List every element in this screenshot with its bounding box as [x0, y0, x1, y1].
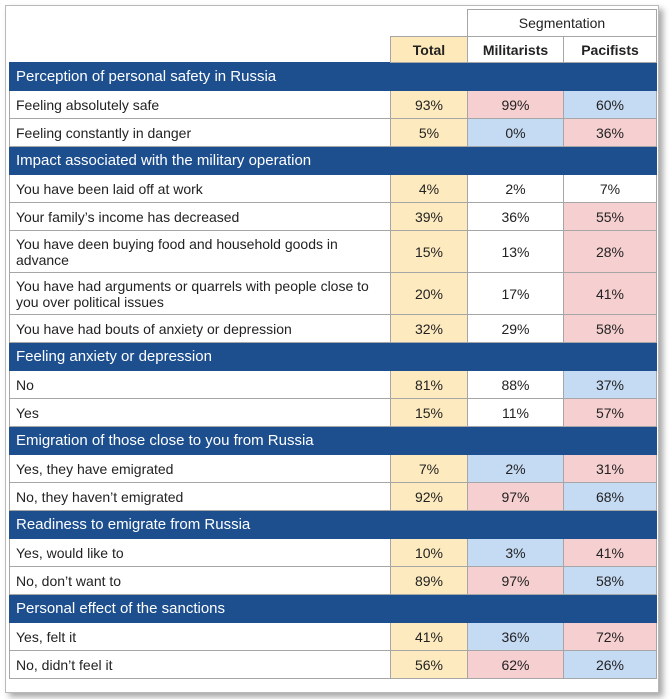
- total-cell: 20%: [391, 273, 468, 315]
- pacifists-cell: 58%: [564, 567, 657, 595]
- militarists-cell: 88%: [468, 371, 564, 399]
- militarists-cell: 13%: [468, 231, 564, 273]
- total-cell: 92%: [391, 483, 468, 511]
- survey-table: Segmentation Total Militarists Pacifists…: [9, 9, 657, 679]
- pacifists-cell: 28%: [564, 231, 657, 273]
- table-row: No, they haven’t emigrated 92% 97% 68%: [10, 483, 657, 511]
- militarists-cell: 0%: [468, 119, 564, 147]
- row-label: No: [10, 371, 391, 399]
- section-header-row: Emigration of those close to you from Ru…: [10, 427, 657, 455]
- militarists-cell: 97%: [468, 483, 564, 511]
- pacifists-cell: 7%: [564, 175, 657, 203]
- table-row: Feeling absolutely safe 93% 99% 60%: [10, 91, 657, 119]
- row-label: No, they haven’t emigrated: [10, 483, 391, 511]
- section-title: Readiness to emigrate from Russia: [10, 511, 657, 539]
- total-cell: 7%: [391, 455, 468, 483]
- pacifists-cell: 55%: [564, 203, 657, 231]
- table-row: Yes, felt it 41% 36% 72%: [10, 623, 657, 651]
- section-title: Personal effect of the sanctions: [10, 595, 657, 623]
- row-label: Yes, would like to: [10, 539, 391, 567]
- section-title: Impact associated with the military oper…: [10, 147, 657, 175]
- pacifists-cell: 36%: [564, 119, 657, 147]
- row-label: No, don’t want to: [10, 567, 391, 595]
- pacifists-cell: 31%: [564, 455, 657, 483]
- table-row: Yes, would like to 10% 3% 41%: [10, 539, 657, 567]
- total-cell: 5%: [391, 119, 468, 147]
- militarists-cell: 36%: [468, 203, 564, 231]
- section-title: Emigration of those close to you from Ru…: [10, 427, 657, 455]
- total-cell: 81%: [391, 371, 468, 399]
- row-label: You have had bouts of anxiety or depress…: [10, 315, 391, 343]
- pacifists-cell: 57%: [564, 399, 657, 427]
- section-header-row: Impact associated with the military oper…: [10, 147, 657, 175]
- militarists-cell: 3%: [468, 539, 564, 567]
- militarists-cell: 11%: [468, 399, 564, 427]
- pacifists-cell: 72%: [564, 623, 657, 651]
- section-header-row: Feeling anxiety or depression: [10, 343, 657, 371]
- table-row: No, didn’t feel it 56% 62% 26%: [10, 651, 657, 679]
- row-label: Yes, they have emigrated: [10, 455, 391, 483]
- pacifists-cell: 26%: [564, 651, 657, 679]
- militarists-cell: 36%: [468, 623, 564, 651]
- header-label-spacer: [10, 37, 391, 63]
- total-cell: 32%: [391, 315, 468, 343]
- row-label: Your family’s income has decreased: [10, 203, 391, 231]
- row-label: Yes: [10, 399, 391, 427]
- table-row: Your family’s income has decreased 39% 36%…: [10, 203, 657, 231]
- row-label: Feeling absolutely safe: [10, 91, 391, 119]
- total-column-header: Total: [391, 37, 468, 63]
- total-cell: 15%: [391, 399, 468, 427]
- militarists-cell: 99%: [468, 91, 564, 119]
- militarists-cell: 2%: [468, 175, 564, 203]
- table-row: You have had arguments or quarrels with …: [10, 273, 657, 315]
- militarists-cell: 17%: [468, 273, 564, 315]
- segmentation-header: Segmentation: [468, 10, 657, 37]
- pacifists-cell: 37%: [564, 371, 657, 399]
- total-cell: 4%: [391, 175, 468, 203]
- pacifists-cell: 41%: [564, 539, 657, 567]
- total-cell: 39%: [391, 203, 468, 231]
- section-header-row: Perception of personal safety in Russia: [10, 63, 657, 91]
- militarists-column-header: Militarists: [468, 37, 564, 63]
- table-row: Yes 15% 11% 57%: [10, 399, 657, 427]
- row-label: Yes, felt it: [10, 623, 391, 651]
- row-label: Feeling constantly in danger: [10, 119, 391, 147]
- pacifists-cell: 41%: [564, 273, 657, 315]
- section-header-row: Readiness to emigrate from Russia: [10, 511, 657, 539]
- table-row: No, don’t want to 89% 97% 58%: [10, 567, 657, 595]
- section-header-row: Personal effect of the sanctions: [10, 595, 657, 623]
- section-title: Perception of personal safety in Russia: [10, 63, 657, 91]
- pacifists-cell: 60%: [564, 91, 657, 119]
- total-cell: 15%: [391, 231, 468, 273]
- header-spacer: [10, 10, 468, 37]
- table-row: Yes, they have emigrated 7% 2% 31%: [10, 455, 657, 483]
- table-row: No 81% 88% 37%: [10, 371, 657, 399]
- row-label: You have had arguments or quarrels with …: [10, 273, 391, 315]
- militarists-cell: 62%: [468, 651, 564, 679]
- pacifists-column-header: Pacifists: [564, 37, 657, 63]
- pacifists-cell: 58%: [564, 315, 657, 343]
- total-cell: 41%: [391, 623, 468, 651]
- row-label: You have deen buying food and household …: [10, 231, 391, 273]
- total-cell: 93%: [391, 91, 468, 119]
- total-cell: 56%: [391, 651, 468, 679]
- table-row: Feeling constantly in danger 5% 0% 36%: [10, 119, 657, 147]
- table-row: You have been laid off at work 4% 2% 7%: [10, 175, 657, 203]
- militarists-cell: 2%: [468, 455, 564, 483]
- pacifists-cell: 68%: [564, 483, 657, 511]
- row-label: You have been laid off at work: [10, 175, 391, 203]
- total-cell: 89%: [391, 567, 468, 595]
- militarists-cell: 29%: [468, 315, 564, 343]
- table-body: Perception of personal safety in Russia F…: [10, 63, 657, 679]
- row-label: No, didn’t feel it: [10, 651, 391, 679]
- section-title: Feeling anxiety or depression: [10, 343, 657, 371]
- table-row: You have deen buying food and household …: [10, 231, 657, 273]
- militarists-cell: 97%: [468, 567, 564, 595]
- total-cell: 10%: [391, 539, 468, 567]
- table-row: You have had bouts of anxiety or depress…: [10, 315, 657, 343]
